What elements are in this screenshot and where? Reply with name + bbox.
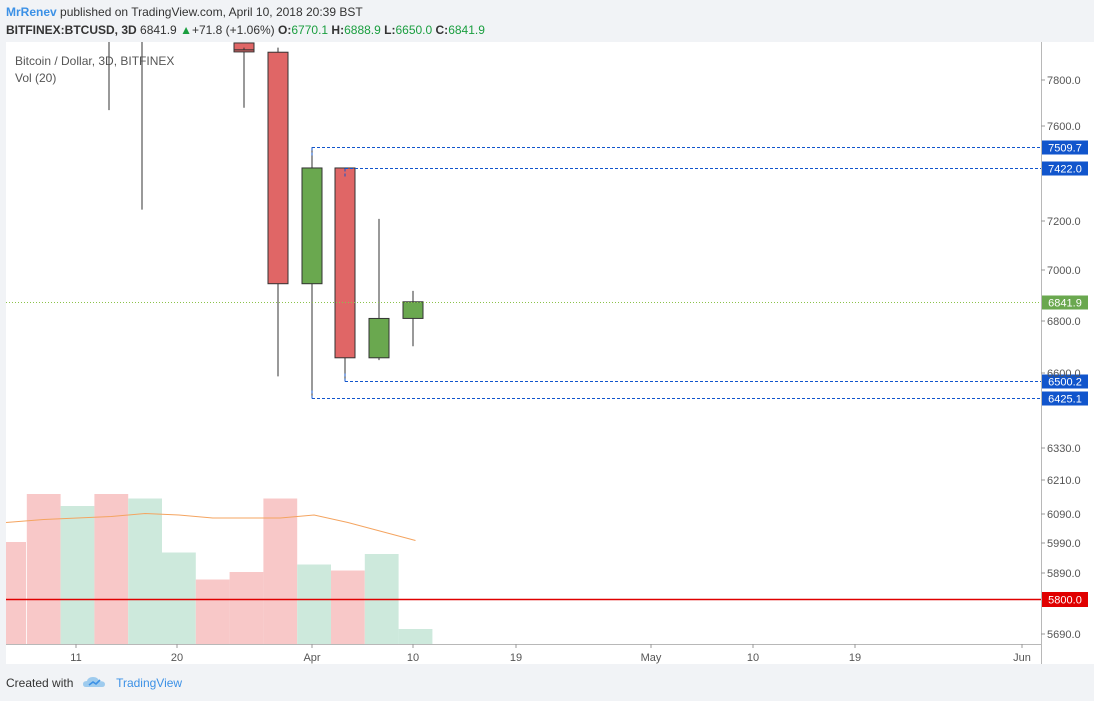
volume-bar — [94, 494, 129, 644]
time-tick-label: 10 — [407, 652, 419, 664]
level-label: 7422.0 — [1048, 164, 1082, 176]
volume-bar — [128, 498, 162, 644]
author-link[interactable]: MrRenev — [6, 5, 57, 19]
volume-pane — [5, 494, 433, 644]
volume-bar — [398, 629, 433, 644]
level-label: 6500.2 — [1048, 377, 1082, 389]
close-label: C: — [435, 23, 449, 37]
price-tick-label: 7800.0 — [1047, 75, 1081, 87]
low-label: L: — [384, 23, 396, 37]
time-tick-label: Apr — [303, 652, 320, 664]
price-tick-label: 6800.0 — [1047, 316, 1081, 328]
tradingview-cloud-icon — [82, 677, 105, 687]
time-tick-label: 11 — [70, 652, 81, 664]
volume-bar — [26, 494, 61, 644]
price-tick-label: 6090.0 — [1047, 509, 1081, 521]
price-tick-label: 7200.0 — [1047, 216, 1081, 228]
last-price-label: 6841.9 — [1048, 298, 1082, 310]
price-tick-label: 5990.0 — [1047, 538, 1081, 550]
candle-body — [233, 49, 255, 53]
symbol-label: BITFINEX:BTCUSD, 3D — [6, 23, 137, 37]
time-tick-label: 19 — [849, 652, 861, 664]
volume-bar — [229, 572, 264, 644]
open-label: O: — [278, 23, 292, 37]
volume-bar — [331, 570, 365, 644]
level-label: 7509.7 — [1048, 143, 1082, 155]
price-tick-label: 6210.0 — [1047, 475, 1081, 487]
level-label-box — [1042, 140, 1088, 155]
last-price-label-box — [1042, 295, 1088, 310]
close-value: 6841.9 — [448, 23, 485, 37]
candle-body — [402, 301, 424, 319]
price-tick-label: 6330.0 — [1047, 443, 1081, 455]
level-label-box — [1042, 161, 1088, 176]
time-tick-label: 20 — [171, 652, 183, 664]
created-with-text: Created with — [6, 676, 74, 690]
published-text: published on TradingView.com, April 10, … — [60, 5, 363, 19]
change-text: +71.8 (+1.06%) — [191, 23, 275, 37]
time-tick-label: 10 — [747, 652, 759, 664]
volume-ma-line — [5, 512, 416, 541]
tradingview-link[interactable]: TradingView — [116, 676, 183, 690]
candles-group — [108, 42, 424, 399]
support-label: 5800.0 — [1048, 595, 1082, 607]
level-label-box — [1042, 391, 1088, 406]
price-tick-label: 6600.0 — [1047, 368, 1081, 380]
volume-bar — [60, 506, 95, 644]
price-tick-label: 5690.0 — [1047, 629, 1081, 641]
level-label: 6425.1 — [1048, 394, 1082, 406]
candle-body — [301, 167, 323, 285]
price-tick-label: 7600.0 — [1047, 121, 1081, 133]
level-label-box — [1042, 374, 1088, 389]
volume-bar — [297, 564, 331, 644]
volume-bar — [162, 552, 196, 644]
time-tick-label: Jun — [1013, 652, 1031, 664]
volume-bar — [263, 498, 298, 644]
high-label: H: — [331, 23, 345, 37]
price-tick-label: 5890.0 — [1047, 568, 1081, 580]
price-tick-label: 7000.0 — [1047, 265, 1081, 277]
time-tick-label: 19 — [510, 652, 522, 664]
chart-header: MrRenev published on TradingView.com, Ap… — [6, 0, 1094, 42]
candle-body — [267, 51, 289, 285]
volume-bar — [195, 579, 230, 644]
candle-body — [334, 167, 356, 359]
last-price-text: 6841.9 — [140, 23, 177, 37]
low-value: 6650.0 — [395, 23, 433, 37]
support-label-box — [1042, 592, 1088, 607]
candle-body — [368, 317, 390, 359]
series-legend: Bitcoin / Dollar, 3D, BITFINEX — [15, 54, 175, 68]
open-value: 6770.1 — [291, 23, 329, 37]
time-tick-label: May — [641, 652, 662, 664]
volume-bar — [6, 542, 26, 644]
publish-line: MrRenev published on TradingView.com, Ap… — [6, 5, 363, 19]
footer: Created with TradingView — [6, 676, 182, 690]
volume-legend: Vol (20) — [15, 71, 57, 85]
change-up-icon: ▲ — [180, 23, 192, 37]
levels-group: 7509.7 7422.0 6500.2 6425.1 6841.9 5800.0 — [6, 140, 1088, 607]
high-value: 6888.9 — [344, 23, 381, 37]
axis-labels-group: 7800.0 7600.0 7200.0 7000.0 6800.0 6600.0 6330… — [70, 75, 1080, 664]
symbol-line: BITFINEX:BTCUSD, 3D 6841.9 ▲+71.8 (+1.06… — [6, 23, 485, 37]
